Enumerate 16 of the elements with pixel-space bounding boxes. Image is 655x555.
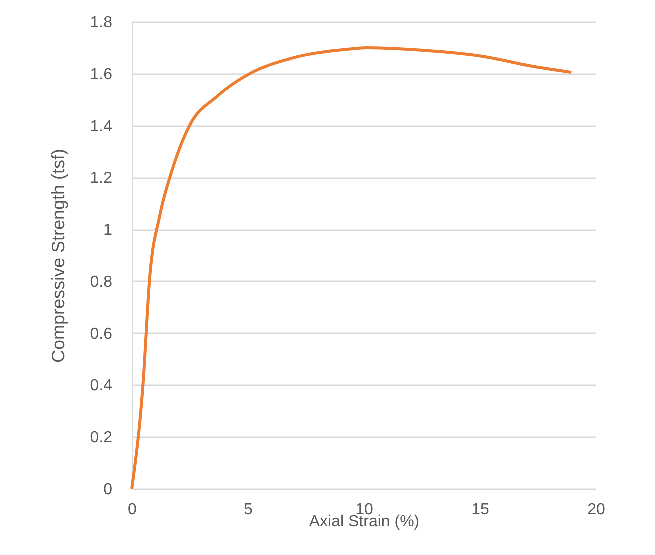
x-tick-label: 0: [128, 502, 138, 518]
x-tick-label: 5: [244, 502, 254, 518]
y-tick-label: 0.4: [90, 378, 113, 395]
x-tick-label: 20: [588, 502, 606, 518]
y-tick-label: 0: [104, 482, 113, 498]
y-tick-label: 1.4: [90, 118, 113, 136]
y-tick-label: 1.8: [90, 14, 113, 32]
y-tick-label: 1.2: [90, 170, 113, 188]
y-axis-title: Compressive Strength (tsf): [48, 148, 68, 364]
y-tick-label: 0.8: [90, 274, 113, 291]
y-tick-label: 1.6: [90, 66, 113, 84]
y-tick-label: 0.6: [90, 326, 113, 343]
y-tick-label: 0.2: [90, 430, 113, 447]
line-series: [130, 46, 574, 490]
x-tick-label: 15: [472, 502, 490, 518]
y-tick-label: 1: [104, 222, 113, 240]
